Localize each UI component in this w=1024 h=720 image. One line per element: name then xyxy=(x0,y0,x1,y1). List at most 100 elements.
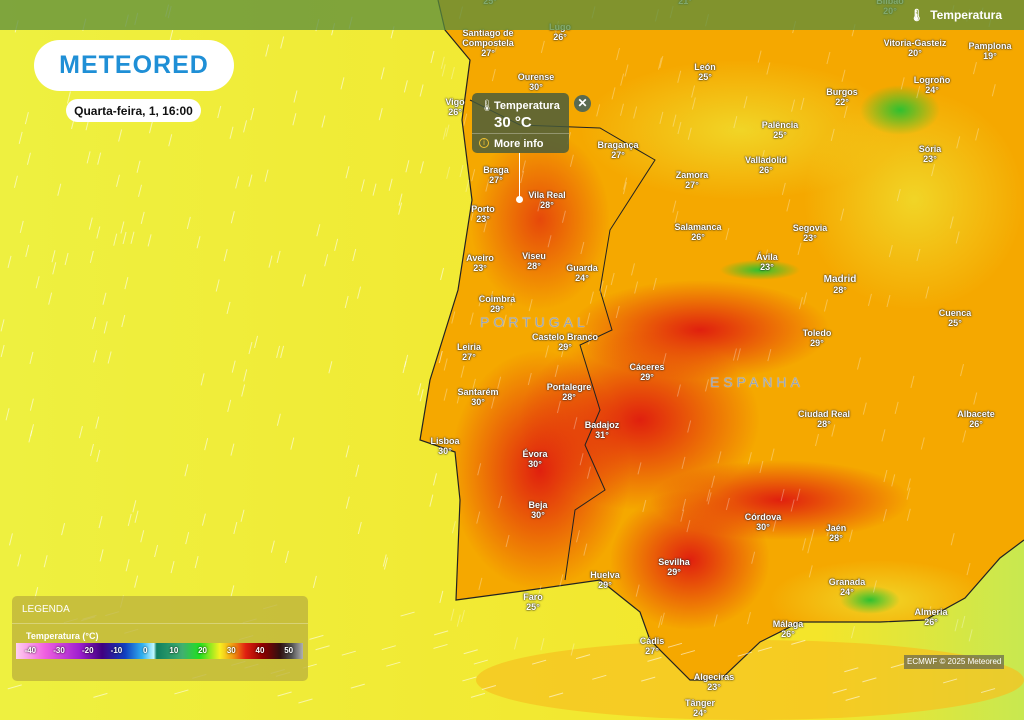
city-label[interactable]: Portalegre 28° xyxy=(547,382,592,402)
city-label[interactable]: Cádis 27° xyxy=(640,636,665,656)
city-label[interactable]: Algeciras 23° xyxy=(694,672,735,692)
city-label[interactable]: Vigo 26° xyxy=(445,97,464,117)
wind-streak xyxy=(121,314,126,328)
city-label[interactable]: Sória 23° xyxy=(919,144,942,164)
wind-streak xyxy=(826,524,831,537)
city-label[interactable]: Burgos 22° xyxy=(826,87,858,107)
wind-streak xyxy=(561,210,566,223)
wind-streak xyxy=(334,238,339,252)
wind-streak xyxy=(147,234,152,247)
city-label[interactable]: Segovia 23° xyxy=(793,223,828,243)
layer-selector[interactable]: 🌡 Temperatura xyxy=(909,9,1002,22)
city-label[interactable]: Badajoz 31° xyxy=(585,420,620,440)
city-label[interactable]: León 25° xyxy=(694,62,716,82)
city-label[interactable]: Palência 25° xyxy=(762,120,799,140)
wind-streak xyxy=(96,449,101,462)
wind-streak xyxy=(588,332,592,345)
close-popup-button[interactable]: ✕ xyxy=(574,95,591,112)
city-label[interactable]: Vitoria-Gasteiz 20° xyxy=(884,38,947,58)
city-label[interactable]: Salamanca 26° xyxy=(674,222,721,242)
legend-panel: LEGENDA Temperatura (°C) -40 -30 -20 -10 0 10… xyxy=(12,596,308,681)
city-label[interactable]: Tânger 24° xyxy=(685,698,715,718)
location-pin[interactable] xyxy=(516,196,523,203)
more-info-link[interactable]: More info xyxy=(494,138,544,150)
city-label[interactable]: Guarda 24° xyxy=(566,263,598,283)
city-label[interactable]: Faro 25° xyxy=(523,592,543,612)
city-label[interactable]: Beja 30° xyxy=(528,500,547,520)
country-label-spain: ESPANHA xyxy=(710,374,804,390)
wind-streak xyxy=(642,499,647,513)
city-temperature: 24° xyxy=(925,85,939,95)
city-label[interactable]: Granada 24° xyxy=(829,577,866,597)
wind-streak xyxy=(610,272,615,286)
wind-streak xyxy=(35,276,40,289)
city-label[interactable]: Madrid 28° xyxy=(824,275,857,296)
city-label[interactable]: Cuenca 25° xyxy=(939,308,972,328)
wind-streak xyxy=(88,217,93,230)
city-label[interactable]: Leiria 27° xyxy=(457,342,481,362)
wind-streak xyxy=(891,474,896,487)
wind-streak xyxy=(527,372,532,386)
wind-streak xyxy=(378,107,383,121)
wind-streak xyxy=(51,250,56,263)
city-label[interactable]: Ciudad Real 28° xyxy=(798,409,850,429)
city-name: Viseu xyxy=(522,251,546,261)
city-label[interactable]: Albacete 26° xyxy=(957,409,995,429)
city-label[interactable]: Almeria 26° xyxy=(914,607,947,627)
city-label[interactable]: Coimbra 29° xyxy=(479,294,516,314)
city-label[interactable]: Ávila 23° xyxy=(756,252,778,272)
city-label[interactable]: Logroño 24° xyxy=(914,75,951,95)
wind-streak xyxy=(677,70,682,83)
wind-streak xyxy=(442,127,447,140)
city-label[interactable]: Viseu 28° xyxy=(522,251,546,271)
wind-streak xyxy=(113,233,118,246)
city-label[interactable]: Santiago de Compostela 27° xyxy=(456,28,520,58)
wind-streak xyxy=(780,489,785,502)
city-label[interactable]: Santarém 30° xyxy=(457,387,498,407)
wind-streak xyxy=(215,279,220,292)
city-label[interactable]: Toledo 29° xyxy=(803,328,832,348)
wind-streak xyxy=(968,629,973,642)
city-label[interactable]: Pamplona 19° xyxy=(968,41,1011,61)
wind-streak xyxy=(620,73,625,86)
city-label[interactable]: Lisboa 30° xyxy=(430,436,459,456)
wind-streak xyxy=(798,296,803,310)
wind-streak xyxy=(832,688,847,694)
city-label[interactable]: Ourense 30° xyxy=(518,72,555,92)
wind-streak xyxy=(463,649,478,655)
city-label[interactable]: Córdova 30° xyxy=(745,512,782,532)
wind-streak xyxy=(43,555,48,568)
city-label[interactable]: Zamora 27° xyxy=(676,170,709,190)
city-label[interactable]: Évora 30° xyxy=(522,449,547,469)
city-temperature: 28° xyxy=(562,392,576,402)
wind-streak xyxy=(579,453,584,466)
wind-streak xyxy=(954,619,959,632)
wind-streak xyxy=(706,489,711,502)
city-label[interactable]: Huelva 29° xyxy=(590,570,620,590)
city-label[interactable]: Castelo Branco 29° xyxy=(532,332,598,352)
city-label[interactable]: Valladolid 26° xyxy=(745,155,787,175)
wind-streak xyxy=(345,445,350,458)
wind-streak xyxy=(440,267,445,281)
wind-streak xyxy=(265,44,270,57)
city-label[interactable]: Braga 27° xyxy=(483,165,509,185)
wind-streak xyxy=(93,350,98,363)
city-label[interactable]: Porto 23° xyxy=(471,204,495,224)
city-temperature: 23° xyxy=(707,682,721,692)
city-name: Burgos xyxy=(826,87,858,97)
city-label[interactable]: Cáceres 29° xyxy=(629,362,664,382)
wind-streak xyxy=(471,378,476,392)
city-label[interactable]: Bragança 27° xyxy=(597,140,638,160)
wind-streak xyxy=(962,430,967,443)
city-label[interactable]: Málaga 26° xyxy=(773,619,804,639)
wind-streaks xyxy=(0,4,996,704)
city-label[interactable]: Vila Real 28° xyxy=(528,190,565,210)
meteored-logo[interactable]: METEORED xyxy=(34,40,234,91)
wind-streak xyxy=(352,248,357,262)
city-label[interactable]: Aveiro 23° xyxy=(466,253,494,273)
city-temperature: 26° xyxy=(924,617,938,627)
forecast-date[interactable]: Quarta-feira, 1, 16:00 xyxy=(66,99,201,122)
city-label[interactable]: Jaén 28° xyxy=(826,523,847,543)
wind-streak xyxy=(403,80,408,93)
city-label[interactable]: Sevilha 29° xyxy=(658,557,690,577)
